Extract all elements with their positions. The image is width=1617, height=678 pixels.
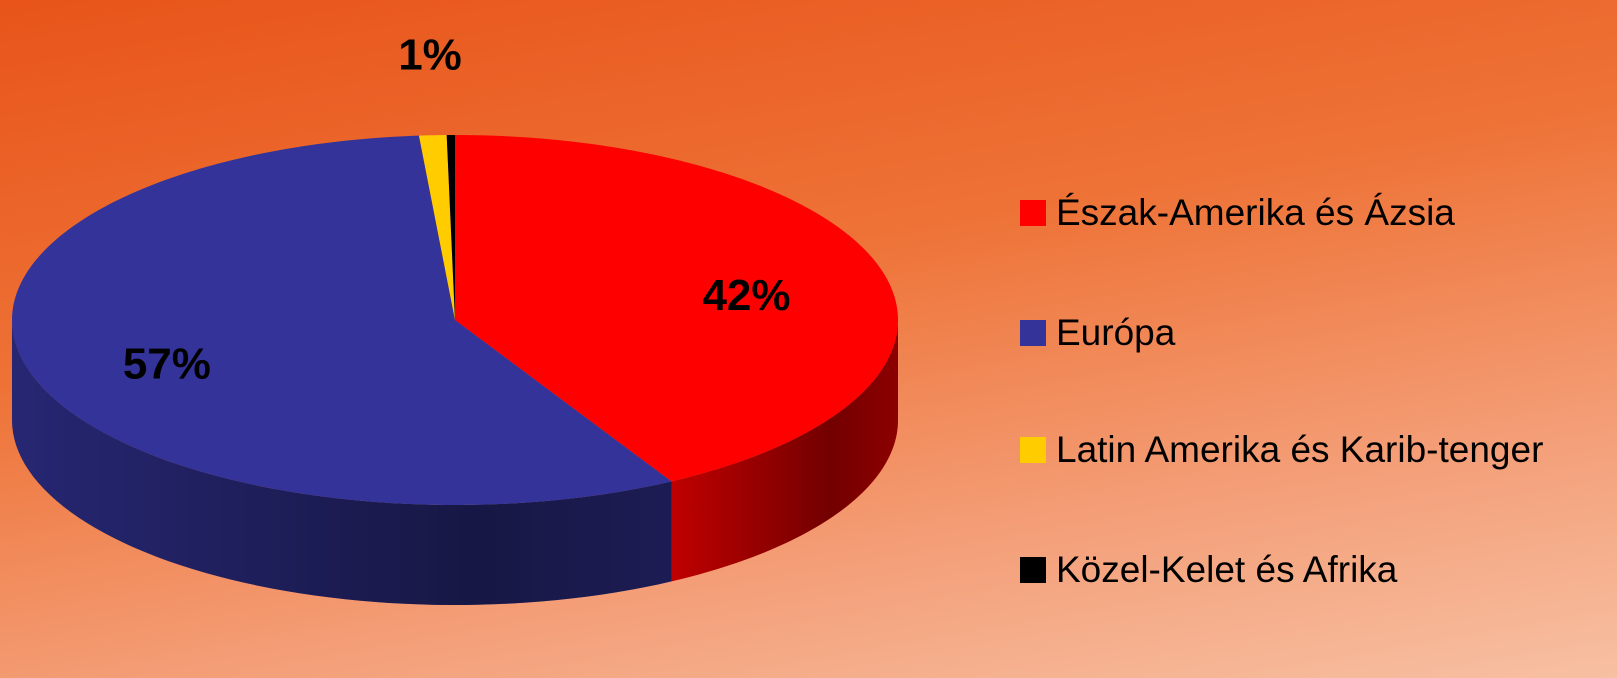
legend-swatch (1020, 437, 1046, 463)
slice-side (671, 320, 898, 582)
legend-swatch (1020, 320, 1046, 346)
chart: 42% 57% 1% 0% (12, 0, 898, 605)
slice (12, 135, 672, 505)
data-label: 1% (398, 31, 462, 80)
legend-swatch (1020, 557, 1046, 583)
legend-item: Latin Amerika és Karib-tenger (1020, 425, 1596, 475)
legend-item: Észak-Amerika és Ázsia (1020, 188, 1596, 238)
slice (455, 135, 898, 482)
data-label: 57% (123, 339, 211, 388)
slice-side-shade (12, 320, 672, 605)
legend-item: Európa (1020, 308, 1596, 358)
slice (446, 135, 455, 320)
slice-side-shade (671, 320, 898, 582)
legend-label: Észak-Amerika és Ázsia (1056, 192, 1455, 233)
legend-label: Latin Amerika és Karib-tenger (1056, 429, 1544, 470)
slice (418, 135, 455, 320)
legend-swatch (1020, 200, 1046, 226)
data-label: 0% (410, 0, 474, 8)
data-label: 42% (702, 271, 790, 320)
legend-label: Közel-Kelet és Afrika (1056, 549, 1398, 590)
legend-label: Európa (1056, 312, 1176, 353)
legend-item: Közel-Kelet és Afrika (1020, 545, 1596, 595)
slice-side (12, 320, 672, 605)
